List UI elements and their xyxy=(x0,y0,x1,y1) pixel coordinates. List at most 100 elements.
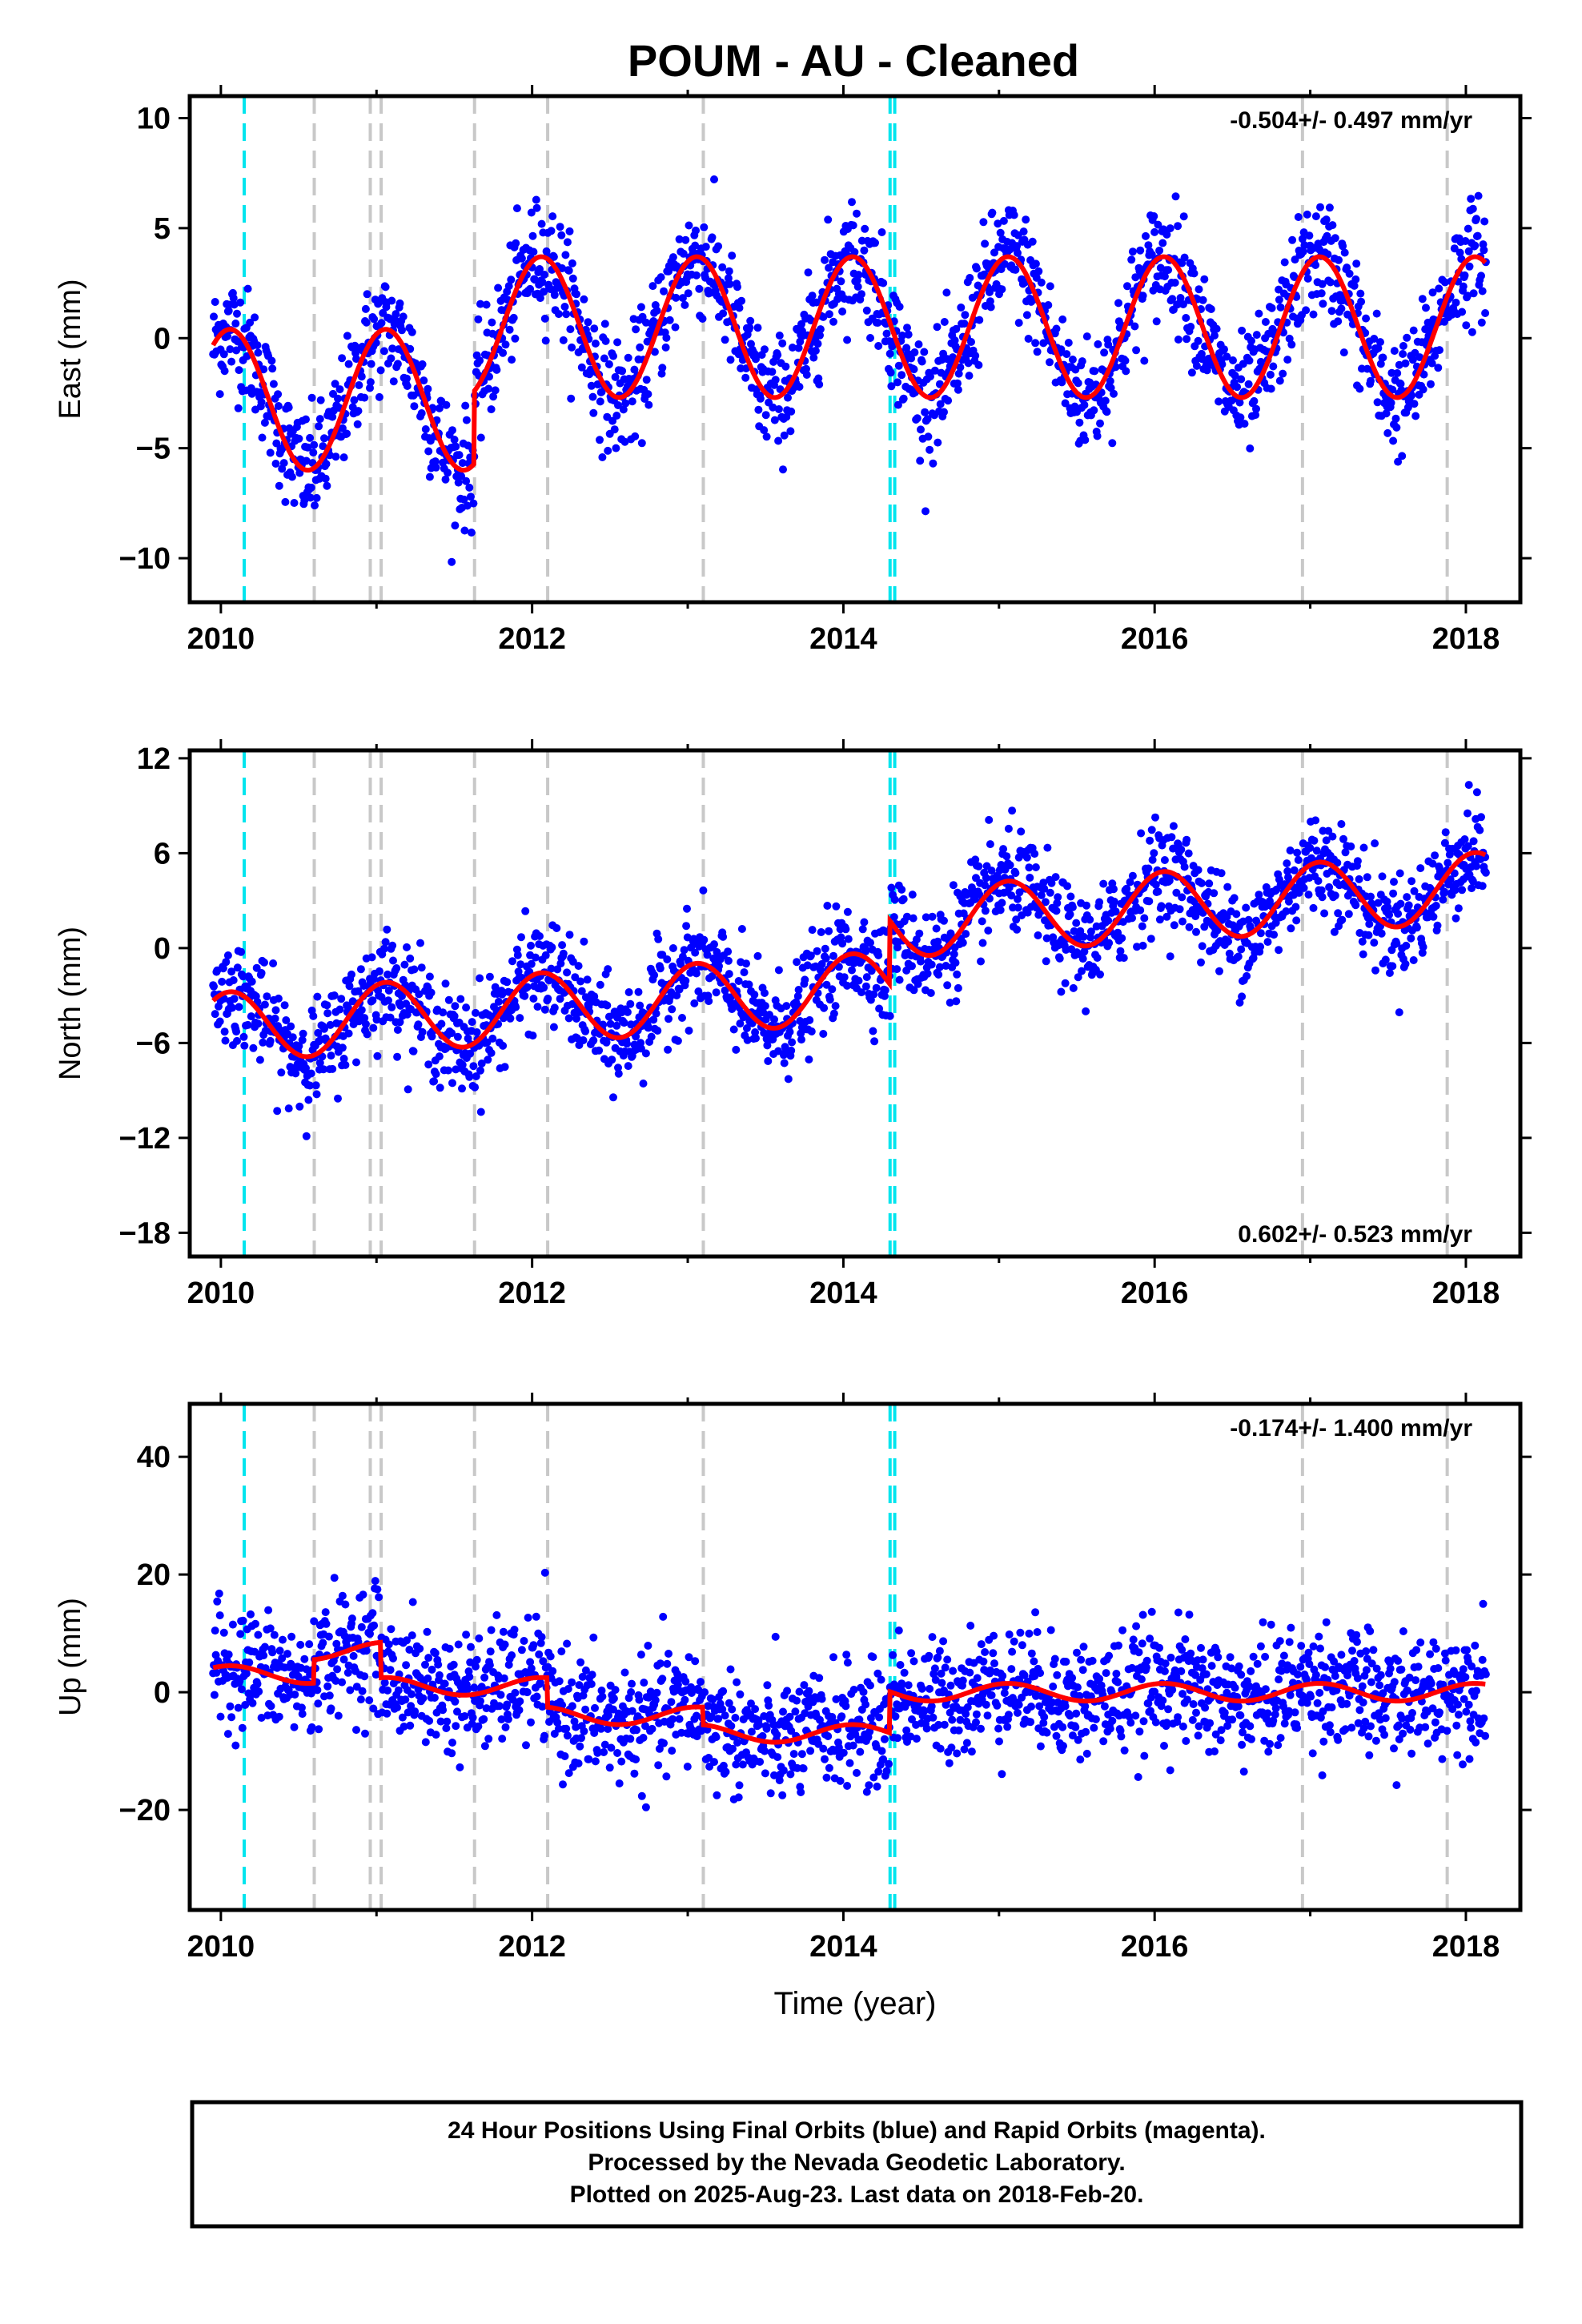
data-point xyxy=(1290,866,1299,875)
data-point xyxy=(302,456,311,465)
data-point xyxy=(538,1703,547,1711)
data-point xyxy=(1462,321,1471,330)
data-point xyxy=(949,1667,958,1675)
data-point xyxy=(895,303,904,311)
data-point xyxy=(910,348,919,356)
data-point xyxy=(1411,412,1420,420)
data-point xyxy=(917,1684,926,1693)
data-point xyxy=(982,874,990,883)
data-point xyxy=(344,1029,353,1038)
data-point xyxy=(672,293,681,302)
data-point xyxy=(1236,413,1245,422)
data-point xyxy=(1410,400,1419,408)
data-point xyxy=(887,382,896,391)
data-point xyxy=(724,947,733,956)
data-point xyxy=(837,933,845,942)
data-point xyxy=(944,396,953,405)
data-point xyxy=(416,1644,424,1653)
data-point xyxy=(377,319,386,328)
data-point xyxy=(1131,273,1140,282)
data-point xyxy=(568,957,577,966)
data-point xyxy=(951,959,960,967)
data-point xyxy=(943,981,952,990)
data-point xyxy=(598,453,607,461)
data-point xyxy=(893,1734,902,1743)
data-point xyxy=(987,866,996,875)
data-point xyxy=(615,1779,624,1787)
data-point xyxy=(384,986,393,995)
data-point xyxy=(697,1678,705,1687)
y-tick-label: −18 xyxy=(119,1216,171,1250)
data-point xyxy=(709,1695,717,1704)
data-point xyxy=(1381,955,1390,964)
data-point xyxy=(595,1046,604,1055)
data-point xyxy=(469,499,478,508)
data-point xyxy=(439,1008,448,1017)
data-point xyxy=(979,1657,988,1666)
data-point xyxy=(849,1686,858,1694)
data-point xyxy=(947,1743,956,1752)
data-point xyxy=(934,971,943,979)
data-point xyxy=(879,279,888,287)
data-point xyxy=(921,913,930,922)
data-point xyxy=(274,994,283,1003)
data-point xyxy=(1385,969,1394,977)
data-point xyxy=(1282,907,1291,915)
data-point xyxy=(266,448,275,457)
data-point xyxy=(1464,292,1472,300)
data-point xyxy=(612,412,621,420)
data-point xyxy=(1234,952,1243,961)
data-point xyxy=(448,426,456,435)
data-point xyxy=(849,221,857,230)
data-point xyxy=(873,319,882,327)
data-point xyxy=(1105,939,1114,947)
data-point xyxy=(1162,912,1171,921)
data-point xyxy=(1314,877,1323,885)
data-point xyxy=(568,1678,576,1687)
data-point xyxy=(874,951,883,959)
data-point xyxy=(1312,846,1321,855)
data-point xyxy=(942,962,950,970)
data-point xyxy=(761,1747,769,1755)
data-point xyxy=(1351,901,1360,910)
data-point xyxy=(284,403,293,412)
data-point xyxy=(753,324,762,332)
data-point xyxy=(485,372,493,381)
data-point xyxy=(1072,919,1081,927)
data-point xyxy=(383,1709,391,1718)
data-point xyxy=(361,1729,369,1738)
data-point xyxy=(692,1711,701,1720)
data-point xyxy=(1434,364,1443,372)
data-point xyxy=(1014,895,1022,903)
data-point xyxy=(785,1712,794,1721)
data-point xyxy=(1104,340,1113,349)
data-point xyxy=(1031,863,1040,871)
data-point xyxy=(461,401,470,410)
data-point xyxy=(984,927,993,935)
data-point xyxy=(1101,396,1110,405)
data-point xyxy=(312,1090,321,1099)
data-point xyxy=(936,400,945,408)
data-point xyxy=(526,284,535,293)
data-point xyxy=(1034,931,1042,939)
data-point xyxy=(926,1684,934,1693)
data-point xyxy=(684,289,693,298)
data-point xyxy=(358,1687,367,1695)
data-point xyxy=(962,1710,970,1719)
data-point xyxy=(233,963,242,972)
data-point xyxy=(734,1793,743,1802)
data-point xyxy=(375,967,383,975)
data-point xyxy=(354,987,363,995)
data-point xyxy=(649,1015,658,1024)
data-point xyxy=(1007,891,1016,900)
data-point xyxy=(487,405,496,414)
data-point xyxy=(1450,869,1459,878)
data-point xyxy=(386,1013,395,1022)
data-point xyxy=(967,338,975,346)
data-point xyxy=(306,493,315,502)
data-point xyxy=(1082,1007,1090,1015)
data-point xyxy=(399,312,408,321)
data-point xyxy=(747,1699,755,1708)
data-point xyxy=(1435,346,1443,355)
data-point xyxy=(254,1630,263,1639)
